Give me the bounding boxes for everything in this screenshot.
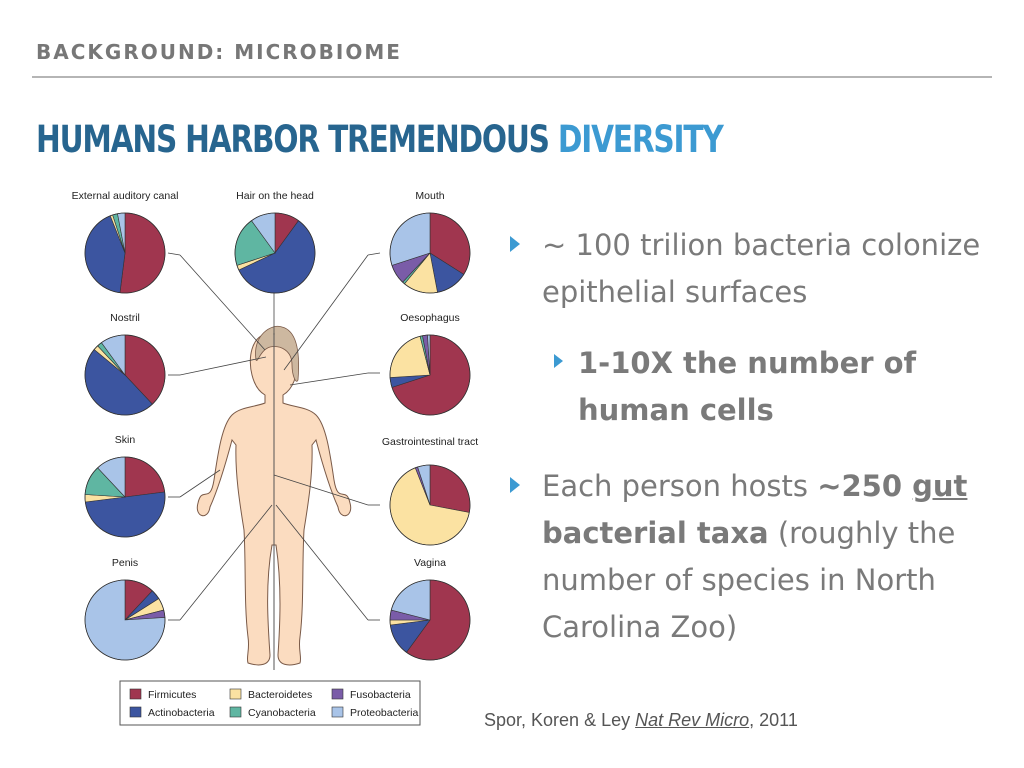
pie-label: Skin xyxy=(115,434,136,446)
bullet-cell-ratio: 1-10X the number of human cells xyxy=(554,340,978,434)
legend-label: Cyanobacteria xyxy=(248,707,316,719)
pie-outline xyxy=(84,579,166,661)
pie-label: Gastrointestinal tract xyxy=(382,436,478,448)
pie-label: Mouth xyxy=(415,190,444,202)
pie-slice xyxy=(124,456,166,498)
bullet-text-d: bacterial taxa xyxy=(542,516,769,550)
pie-label: Hair on the head xyxy=(236,190,314,202)
bullet-text-e: (roughly the number of species in North … xyxy=(542,516,956,644)
bullet-arrow-icon xyxy=(510,236,520,252)
pie-chart: External auditory canal xyxy=(72,190,179,294)
bullet-arrow-icon xyxy=(510,477,520,493)
citation-journal: Nat Rev Micro xyxy=(635,710,750,730)
bullet-arrow-icon xyxy=(554,354,563,368)
legend-swatch xyxy=(129,688,142,700)
pie-chart: Skin xyxy=(84,434,166,538)
legend-swatch xyxy=(229,688,242,700)
header-rule xyxy=(32,76,992,78)
pie-label: Nostril xyxy=(110,312,140,324)
legend-label: Actinobacteria xyxy=(148,707,215,719)
pie-chart: Gastrointestinal tract xyxy=(382,436,478,546)
pie-slice xyxy=(429,464,471,513)
legend-label: Firmicutes xyxy=(148,689,196,701)
legend-swatch xyxy=(129,706,142,718)
pie-chart: Nostril xyxy=(84,312,166,416)
pie-outline xyxy=(389,334,471,416)
legend-label: Proteobacteria xyxy=(350,707,418,719)
bullet-text: ~ 100 trilion bacteria colonize epitheli… xyxy=(542,228,981,309)
pie-chart: Hair on the head xyxy=(234,190,316,294)
section-header: BACKGROUND: MICROBIOME xyxy=(36,40,402,64)
pie-chart: Oesophagus xyxy=(389,312,471,416)
connector-lines xyxy=(167,225,381,621)
pie-slice xyxy=(119,212,166,294)
legend-label: Fusobacteria xyxy=(350,689,411,701)
legend-swatch xyxy=(229,706,242,718)
citation-authors: Spor, Koren & Ley xyxy=(484,710,636,730)
legend-swatch xyxy=(331,706,344,718)
legend-label: Bacteroidetes xyxy=(248,689,312,701)
slide-title: HUMANS HARBOR TREMENDOUS DIVERSITY xyxy=(36,118,724,161)
pie-outline xyxy=(84,334,166,416)
title-part-2: DIVERSITY xyxy=(557,118,724,161)
pie-outline xyxy=(389,579,471,661)
bullet-text-a: Each person hosts xyxy=(542,469,818,503)
bullet-text-c: gut xyxy=(912,469,968,503)
pie-label: External auditory canal xyxy=(72,190,179,202)
pie-outline xyxy=(234,212,316,294)
bullet-bacteria-count: ~ 100 trilion bacteria colonize epitheli… xyxy=(510,222,982,316)
pie-chart: Penis xyxy=(84,557,166,661)
pie-label: Oesophagus xyxy=(400,312,460,324)
bullet-text: 1-10X the number of human cells xyxy=(578,346,917,427)
pie-chart: Mouth xyxy=(389,190,471,294)
pie-chart: Vagina xyxy=(389,557,471,661)
pie-outline xyxy=(389,212,471,294)
human-body-illustration xyxy=(196,325,352,670)
citation: Spor, Koren & Ley Nat Rev Micro, 2011 xyxy=(484,710,798,731)
pie-outline xyxy=(389,464,471,546)
legend-swatch xyxy=(331,688,344,700)
pie-outline xyxy=(84,212,166,294)
bullet-gut-taxa: Each person hosts ~250 gut bacterial tax… xyxy=(510,463,1002,651)
pie-label: Penis xyxy=(112,557,138,569)
citation-year: , 2011 xyxy=(749,710,798,730)
legend: Firmicutes Bacteroidetes Fusobacteria Actin… xyxy=(119,680,421,726)
title-part-1: HUMANS HARBOR TREMENDOUS xyxy=(36,118,558,161)
bullet-text-b: ~250 xyxy=(817,469,913,503)
pie-outline xyxy=(84,456,166,538)
pie-label: Vagina xyxy=(414,557,446,569)
microbiome-body-figure: External auditory canal Hair on the head M… xyxy=(72,190,478,726)
